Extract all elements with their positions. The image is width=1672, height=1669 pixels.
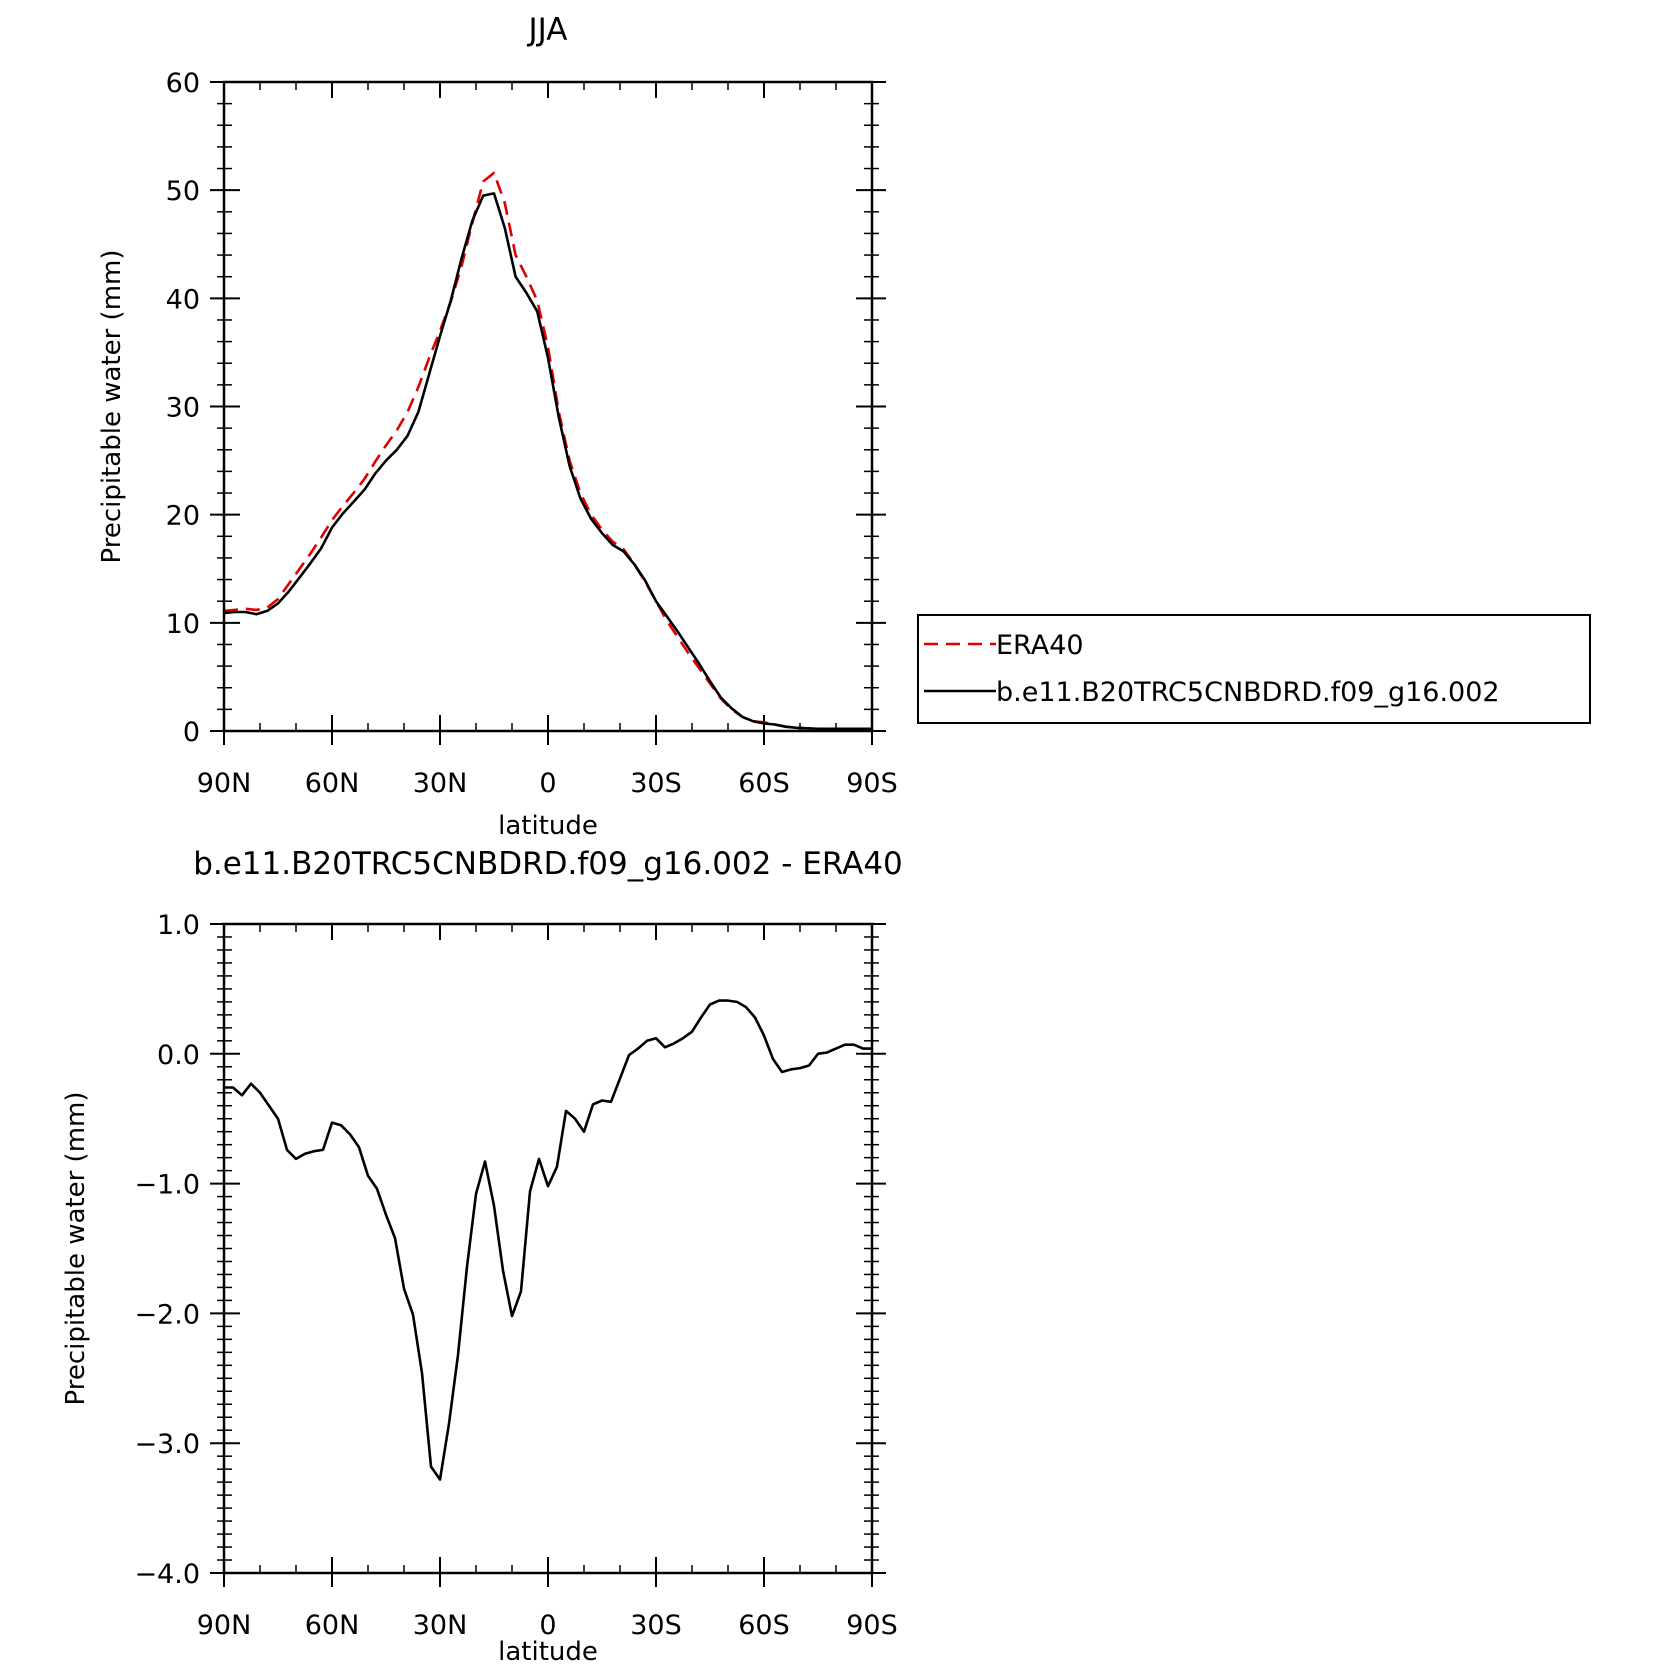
plot-frame	[222, 80, 874, 733]
top-chart: JJA Precipitable water (mm) latitude 90N…	[97, 12, 1591, 841]
x-tick-label: 0	[539, 1610, 556, 1641]
series-line-era40	[223, 171, 872, 731]
x-tick-label: 90S	[846, 1610, 898, 1641]
x-tick-label: 90N	[197, 1610, 252, 1641]
x-axis-label: latitude	[498, 1637, 598, 1667]
y-axis-label: Precipitable water (mm)	[61, 1092, 91, 1406]
x-tick-label: 30S	[630, 768, 682, 799]
legend-box	[917, 614, 1591, 724]
y-tick-label: −4.0	[134, 1559, 200, 1590]
x-tick-label: 90S	[846, 768, 898, 799]
axis-ticks: 90N 60N 30N 0 30S 60S 90S 0 10 20 30 40 50 60	[166, 68, 898, 799]
y-tick-label: −2.0	[134, 1299, 200, 1330]
y-tick-label: 20	[166, 501, 200, 532]
legend: ERA40 b.e11.B20TRC5CNBDRD.f09_g16.002	[917, 614, 1591, 724]
x-tick-label: 30N	[413, 1610, 468, 1641]
legend-label-era40: ERA40	[996, 630, 1084, 661]
series-lines	[224, 999, 872, 1481]
x-axis-label: latitude	[498, 811, 598, 841]
y-tick-label: 0	[183, 717, 200, 748]
y-tick-label: −3.0	[134, 1429, 200, 1460]
y-tick-label: 0.0	[157, 1040, 200, 1071]
axis-ticks: 90N 60N 30N 0 30S 60S 90S 1.0 0.0 −1.0 −2.0 −3.0 −4.…	[134, 910, 897, 1641]
y-tick-label: 1.0	[157, 910, 200, 941]
y-tick-label: 40	[166, 284, 200, 315]
series-lines	[223, 171, 872, 731]
chart-title: b.e11.B20TRC5CNBDRD.f09_g16.002 - ERA40	[193, 846, 903, 882]
y-tick-label: 50	[166, 176, 200, 207]
bottom-chart: b.e11.B20TRC5CNBDRD.f09_g16.002 - ERA40 …	[61, 846, 903, 1667]
plot-frame	[222, 922, 874, 1575]
series-line-model	[223, 192, 872, 731]
x-tick-label: 60S	[738, 768, 790, 799]
series-line-model	[224, 999, 872, 1481]
x-tick-label: 60N	[305, 1610, 360, 1641]
x-tick-label: 60S	[738, 1610, 790, 1641]
y-tick-label: −1.0	[134, 1170, 200, 1201]
legend-label-model: b.e11.B20TRC5CNBDRD.f09_g16.002	[996, 677, 1500, 708]
chart-title: JJA	[527, 12, 568, 48]
x-tick-label: 60N	[305, 768, 360, 799]
x-tick-label: 90N	[197, 768, 252, 799]
y-axis-label: Precipitable water (mm)	[97, 250, 127, 564]
x-tick-label: 0	[539, 768, 556, 799]
y-tick-label: 10	[166, 609, 200, 640]
y-tick-label: 30	[166, 393, 200, 424]
x-tick-label: 30N	[413, 768, 468, 799]
x-tick-label: 30S	[630, 1610, 682, 1641]
y-tick-label: 60	[166, 68, 200, 99]
